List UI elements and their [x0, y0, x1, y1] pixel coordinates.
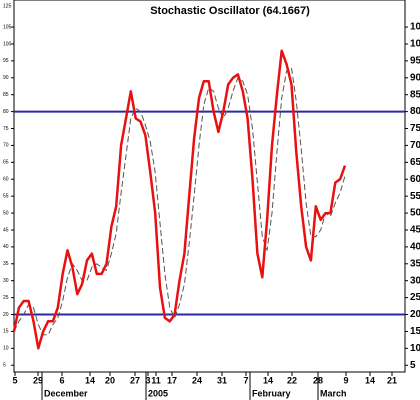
- x-tick-label: 7: [243, 375, 248, 385]
- y-tick-label-left: 20: [3, 312, 9, 318]
- y-tick-label: 105: [410, 22, 420, 33]
- y-tick-label-left: 65: [3, 160, 9, 166]
- x-tick-label: 5: [12, 375, 17, 385]
- series-line: [13, 67, 346, 336]
- month-label: December: [44, 388, 88, 398]
- y-tick-label: 30: [410, 275, 420, 286]
- y-tick-label-left: 25: [3, 295, 9, 301]
- y-tick-label-left: 35: [3, 261, 9, 267]
- x-tick-label: 29: [33, 375, 43, 385]
- y-tick-label-left: 50: [3, 210, 9, 216]
- y-tick-label: 25: [410, 292, 420, 303]
- y-tick-label-left: 10: [3, 346, 9, 352]
- y-tick-label-left: 75: [3, 126, 9, 132]
- y-tick-label-left: 100: [3, 41, 12, 47]
- x-tick-label: 14: [85, 375, 95, 385]
- y-tick-label: 100: [410, 39, 420, 50]
- y-tick-label: 15: [410, 326, 420, 337]
- x-tick-label: 14: [365, 375, 375, 385]
- chart-title: Stochastic Oscillator (64.1667): [150, 5, 310, 17]
- y-tick-label: 10: [410, 343, 420, 354]
- x-tick-label: 3: [145, 375, 150, 385]
- month-label: March: [320, 388, 347, 398]
- y-tick-label: 80: [410, 106, 420, 117]
- y-tick-label: 40: [410, 242, 420, 253]
- month-label: February: [252, 388, 291, 398]
- y-tick-label: 65: [410, 157, 420, 168]
- x-tick-label: 24: [192, 375, 202, 385]
- y-tick-label: 95: [410, 56, 420, 67]
- y-tick-label: 45: [410, 225, 420, 236]
- y-tick-label: 75: [410, 123, 420, 134]
- y-tick-label-left: 90: [3, 75, 9, 81]
- y-tick-label-left: 85: [3, 92, 9, 98]
- y-tick-label: 85: [410, 89, 420, 100]
- month-label: 2005: [148, 388, 168, 398]
- y-tick-label-left: 105: [3, 24, 12, 30]
- x-tick-label: 11: [151, 375, 161, 385]
- y-tick-label: 60: [410, 174, 420, 185]
- x-tick-label: 14: [263, 375, 273, 385]
- y-tick-label-left: 40: [3, 244, 9, 250]
- x-tick-label: 22: [287, 375, 297, 385]
- y-tick-label: 90: [410, 72, 420, 83]
- y-tick-label: 55: [410, 191, 420, 202]
- x-tick-label: 17: [167, 375, 177, 385]
- x-tick-label: 6: [59, 375, 64, 385]
- y-tick-label-left: 80: [3, 109, 9, 115]
- y-tick-label-left: 70: [3, 143, 9, 149]
- y-tick-label: 50: [410, 208, 420, 219]
- corner-label: 125: [3, 3, 12, 9]
- y-tick-label-left: 30: [3, 278, 9, 284]
- series-line: [12, 49, 347, 350]
- y-tick-label-left: 45: [3, 227, 9, 233]
- x-tick-label: 21: [387, 375, 397, 385]
- plot-frame: [13, 0, 406, 373]
- y-tick-label: 70: [410, 140, 420, 151]
- y-tick-label: 5: [410, 360, 416, 371]
- y-tick-label-left: 5: [3, 363, 6, 369]
- y-tick-label-left: 15: [3, 329, 9, 335]
- y-tick-label: 35: [410, 258, 420, 269]
- x-tick-label: 31: [217, 375, 227, 385]
- x-tick-label: 20: [105, 375, 115, 385]
- y-tick-label-left: 55: [3, 193, 9, 199]
- x-tick-label: 27: [130, 375, 140, 385]
- y-tick-label: 20: [410, 309, 420, 320]
- y-tick-label-left: 95: [3, 58, 9, 64]
- x-tick-label: 9: [343, 375, 348, 385]
- y-tick-label-left: 60: [3, 177, 9, 183]
